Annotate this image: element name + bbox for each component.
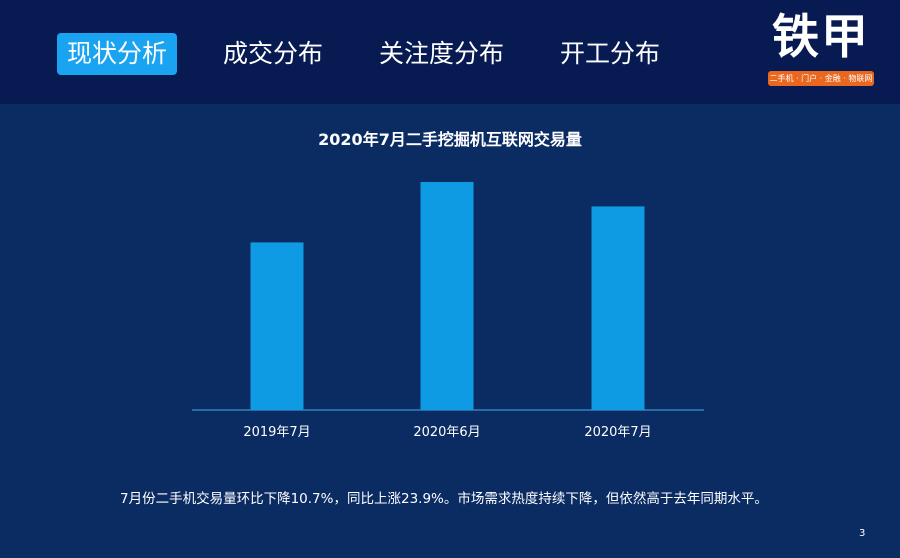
bar bbox=[250, 242, 304, 410]
summary-note: 7月份二手机交易量环比下降10.7%，同比上涨23.9%。市场需求热度持续下降，… bbox=[120, 491, 768, 507]
logo-wordmark: 铁甲 bbox=[772, 10, 870, 65]
chart-title: 2020年7月二手挖掘机互联网交易量 bbox=[318, 130, 582, 149]
x-tick-label: 2020年6月 bbox=[413, 425, 480, 440]
page-number: 3 bbox=[859, 528, 866, 539]
x-tick-label: 2019年7月 bbox=[243, 425, 310, 440]
bar bbox=[591, 206, 645, 410]
tab-operation-distribution[interactable]: 开工分布 bbox=[560, 39, 661, 68]
tab-attention-distribution[interactable]: 关注度分布 bbox=[379, 39, 505, 68]
logo-tagline: 二手机 · 门户 · 金融 · 物联网 bbox=[768, 71, 874, 86]
tab-deal-distribution[interactable]: 成交分布 bbox=[223, 39, 324, 68]
bar bbox=[420, 182, 474, 410]
x-tick-label: 2020年7月 bbox=[584, 425, 651, 440]
tab-status-analysis[interactable]: 现状分析 bbox=[57, 33, 178, 75]
nav-tabs: 现状分析 成交分布 关注度分布 开工分布 bbox=[57, 33, 706, 75]
brand-logo: 铁甲 二手机 · 门户 · 金融 · 物联网 bbox=[764, 8, 878, 88]
top-bar: 现状分析 成交分布 关注度分布 开工分布 铁甲 二手机 · 门户 · 金融 · … bbox=[0, 0, 900, 104]
